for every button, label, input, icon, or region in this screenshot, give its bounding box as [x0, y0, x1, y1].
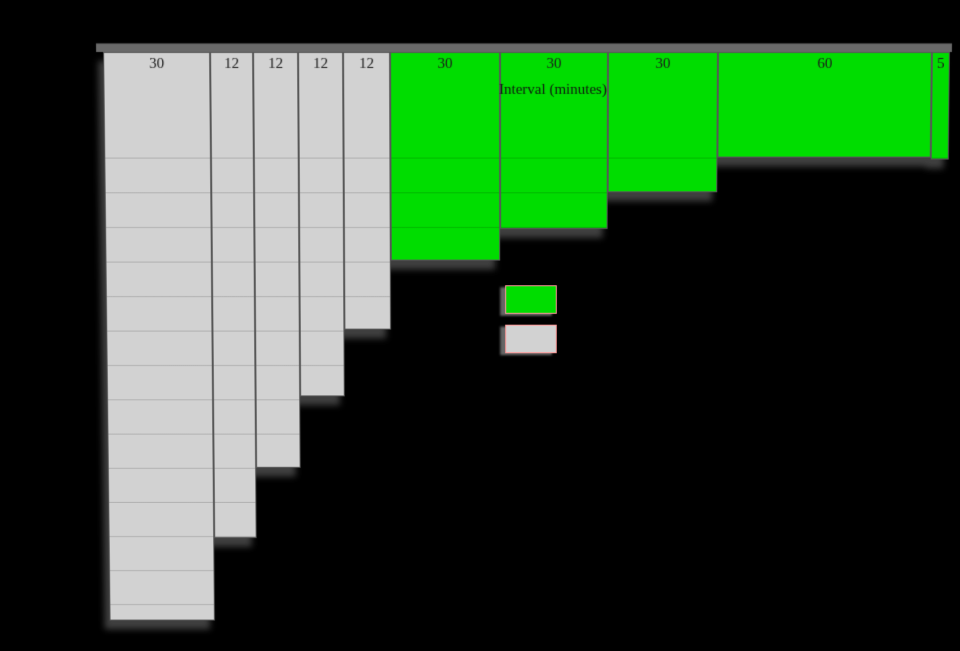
bar-gridlines	[299, 157, 344, 396]
histogram-bar: 30	[103, 51, 215, 621]
legend	[505, 285, 557, 364]
x-axis-label: Interval (minutes)	[499, 81, 607, 98]
histogram-bar: 12	[298, 51, 345, 397]
bar-gridlines	[254, 157, 300, 467]
bar-gridlines	[501, 157, 607, 228]
histogram-bar: 30	[500, 51, 608, 229]
histogram-bar: 12	[253, 51, 301, 468]
bar-value-label: 5	[936, 55, 945, 72]
histogram-bar: 5	[930, 51, 950, 160]
bar-gridlines	[391, 157, 500, 260]
histogram-bar: 60	[717, 51, 932, 158]
bar-gridlines	[105, 157, 214, 620]
histogram-bar: 12	[210, 51, 257, 539]
bar-gridlines	[211, 157, 256, 538]
legend-swatch-green	[505, 285, 557, 314]
bar-gridlines	[931, 157, 948, 159]
bar-gridlines	[344, 157, 391, 329]
histogram-bar: 30	[607, 51, 718, 193]
bar-gridlines	[608, 157, 717, 192]
legend-swatch-gray	[505, 324, 557, 354]
histogram-bar: 12	[343, 51, 392, 330]
